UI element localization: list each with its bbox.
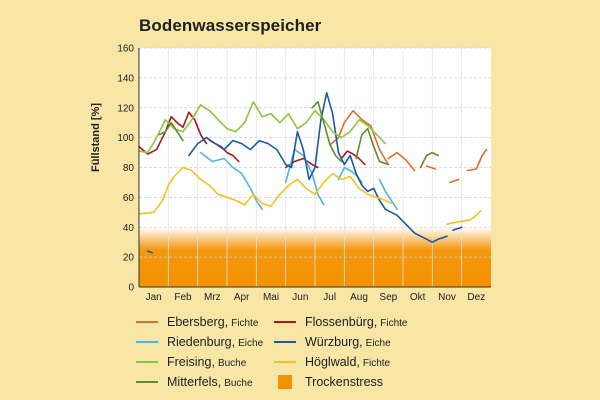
series-line-freising-1 bbox=[138, 101, 387, 154]
series-line-mitterfels-1 bbox=[158, 121, 184, 142]
legend-item-mitterfels: Mitterfels, Buche bbox=[136, 372, 253, 392]
y-tick-label-20: 20 bbox=[123, 253, 135, 264]
y-tick-label-160: 160 bbox=[117, 44, 134, 55]
legend-label: Riedenburg, bbox=[167, 335, 236, 349]
legend-item-ebersberg: Ebersberg, Fichte bbox=[136, 312, 258, 332]
x-tick-label-jul: Jul bbox=[323, 292, 336, 303]
x-tick-label-nov: Nov bbox=[438, 292, 456, 303]
series-line-ebersberg-3 bbox=[425, 165, 437, 170]
series-line-ebersberg-4 bbox=[449, 178, 460, 184]
series-line-ebersberg-5 bbox=[466, 148, 488, 172]
legend-item-hoeglwald: Höglwald, Fichte bbox=[274, 352, 390, 372]
legend-swatch-line bbox=[136, 341, 158, 343]
x-tick-label-jan: Jan bbox=[146, 292, 162, 303]
legend-sublabel: Eiche bbox=[238, 337, 264, 349]
legend-label: Höglwald, bbox=[305, 355, 360, 369]
y-tick-label-100: 100 bbox=[117, 133, 134, 144]
legend-swatch-line bbox=[136, 321, 158, 323]
legend-swatch-line bbox=[136, 381, 158, 383]
legend-swatch-line bbox=[274, 341, 296, 343]
x-tick-label-dez: Dez bbox=[467, 292, 485, 303]
series-line-wuerzburg-2 bbox=[188, 92, 448, 243]
legend-swatch-line bbox=[274, 361, 296, 363]
legend-sublabel: Buche bbox=[217, 357, 247, 369]
chart-title: Bodenwasserspeicher bbox=[139, 16, 322, 35]
y-axis-label: Füllstand [%] bbox=[90, 103, 102, 172]
y-tick-label-40: 40 bbox=[123, 223, 135, 234]
series-line-mitterfels-4 bbox=[419, 151, 439, 169]
legend-label: Freising, bbox=[167, 355, 215, 369]
legend-item-wuerzburg: Würzburg, Eiche bbox=[274, 332, 391, 352]
legend-label: Trockenstress bbox=[305, 375, 384, 389]
x-tick-label-mrz: Mrz bbox=[204, 292, 221, 303]
x-tick-label-okt: Okt bbox=[410, 292, 426, 303]
x-tick-label-jun: Jun bbox=[292, 292, 308, 303]
y-tick-label-80: 80 bbox=[123, 163, 135, 174]
series-line-riedenburg-4 bbox=[378, 178, 398, 211]
series-line-hoeglwald-2 bbox=[446, 210, 482, 226]
legend-sublabel: Buche bbox=[224, 377, 253, 389]
legend-label: Ebersberg, bbox=[167, 315, 229, 329]
y-tick-label-120: 120 bbox=[117, 103, 134, 114]
x-tick-label-feb: Feb bbox=[174, 292, 192, 303]
legend-sublabel: Fichte bbox=[380, 317, 408, 329]
legend-sublabel: Fichte bbox=[231, 317, 259, 329]
x-tick-label-apr: Apr bbox=[234, 292, 250, 303]
x-tick-label-sep: Sep bbox=[379, 292, 397, 303]
series-line-mitterfels-3 bbox=[355, 127, 390, 166]
y-tick-label-60: 60 bbox=[123, 193, 135, 204]
legend: Ebersberg, Fichte Riedenburg, Eiche Freising… bbox=[136, 312, 436, 392]
legend-label: Mitterfels, bbox=[167, 375, 222, 389]
series-line-riedenburg-1 bbox=[199, 151, 263, 211]
legend-item-riedenburg: Riedenburg, Eiche bbox=[136, 332, 263, 352]
series-line-ebersberg-2 bbox=[387, 151, 416, 172]
legend-swatch-line bbox=[274, 321, 296, 323]
legend-item-flossenbuerg: Flossenbürg, Fichte bbox=[274, 312, 408, 332]
legend-swatch-line bbox=[136, 361, 158, 363]
series-line-wuerzburg-1 bbox=[147, 250, 153, 254]
legend-item-trockenstress: Trockenstress bbox=[274, 372, 383, 392]
series-line-hoeglwald-1 bbox=[138, 166, 393, 215]
x-tick-label-aug: Aug bbox=[350, 292, 368, 303]
series-line-flossenbuerg-1 bbox=[138, 111, 208, 155]
legend-item-freising: Freising, Buche bbox=[136, 352, 246, 372]
series-line-flossenbuerg-4 bbox=[340, 150, 366, 166]
legend-sublabel: Fichte bbox=[362, 357, 391, 369]
legend-sublabel: Eiche bbox=[365, 337, 391, 349]
series-line-ebersberg-1 bbox=[328, 109, 390, 166]
y-tick-label-140: 140 bbox=[117, 73, 134, 84]
x-tick-label-mai: Mai bbox=[263, 292, 279, 303]
series-line-wuerzburg-3 bbox=[452, 226, 463, 231]
legend-swatch-box bbox=[278, 375, 292, 389]
y-tick-label-0: 0 bbox=[128, 283, 134, 294]
series-line-mitterfels-2 bbox=[311, 101, 343, 163]
legend-label: Flossenbürg, bbox=[305, 315, 378, 329]
legend-label: Würzburg, bbox=[305, 335, 363, 349]
